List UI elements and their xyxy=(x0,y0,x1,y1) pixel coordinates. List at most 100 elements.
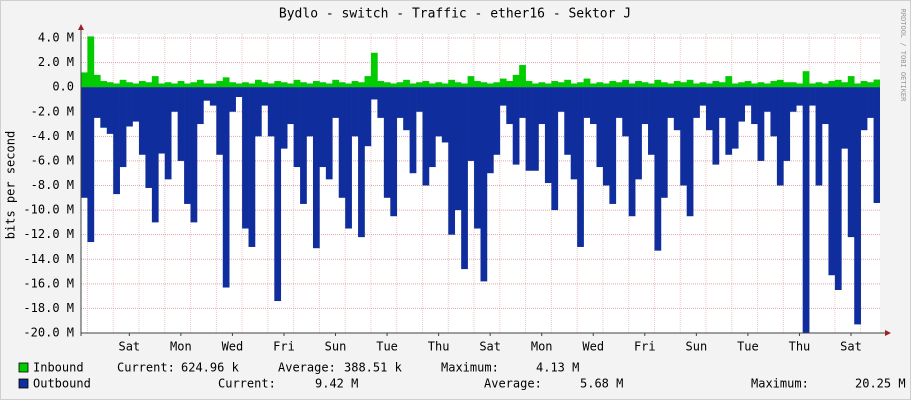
area-step xyxy=(822,87,829,125)
area-step xyxy=(641,87,649,125)
area-step xyxy=(390,87,398,217)
area-step xyxy=(648,87,655,155)
area-step xyxy=(126,87,133,127)
legend-stat-label: Current: xyxy=(117,361,175,375)
area-step xyxy=(770,87,778,137)
area-step xyxy=(635,81,642,88)
area-step xyxy=(622,79,630,88)
area-step xyxy=(744,87,752,106)
area-step xyxy=(712,81,720,88)
area-step xyxy=(138,81,146,88)
x-tick-label: Fri xyxy=(273,340,295,354)
area-step xyxy=(506,81,514,88)
area-step xyxy=(216,81,224,88)
area-step xyxy=(532,83,539,88)
area-step xyxy=(867,82,874,88)
area-step xyxy=(184,83,191,88)
area-step xyxy=(596,82,604,88)
area-step xyxy=(81,87,88,198)
area-step xyxy=(151,87,159,223)
area-step xyxy=(615,82,623,88)
area-step xyxy=(119,79,127,88)
area-step xyxy=(390,83,398,88)
y-tick-label: -12.0 M xyxy=(23,227,74,241)
legend-stat-value: 388.51 k xyxy=(344,361,403,375)
area-step xyxy=(377,87,385,118)
area-step xyxy=(235,83,243,88)
x-arrow xyxy=(885,330,891,336)
area-step xyxy=(867,87,874,118)
area-step xyxy=(280,82,288,88)
x-tick-label: Fri xyxy=(634,340,656,354)
area-step xyxy=(306,83,314,88)
area-step xyxy=(725,76,733,88)
area-step xyxy=(274,81,282,88)
area-step xyxy=(480,82,488,88)
area-step xyxy=(757,87,765,161)
area-step xyxy=(493,82,501,88)
area-step xyxy=(590,87,597,125)
area-step xyxy=(293,79,301,88)
area-step xyxy=(789,82,797,88)
legend-stat-label: Maximum: xyxy=(751,377,809,391)
legend-stat-label: Average: xyxy=(278,361,336,375)
area-step xyxy=(731,83,739,88)
area-step xyxy=(422,81,430,88)
area-step xyxy=(229,87,236,112)
area-step xyxy=(628,83,636,88)
y-tick-label: -14.0 M xyxy=(23,252,74,266)
x-tick-label: Tue xyxy=(376,340,398,354)
area-step xyxy=(158,87,166,154)
area-step xyxy=(557,87,565,112)
area-step xyxy=(300,82,307,88)
area-step xyxy=(448,79,456,88)
area-step xyxy=(596,87,604,168)
area-step xyxy=(171,87,178,112)
area-step xyxy=(203,87,211,101)
area-step xyxy=(499,87,507,106)
area-step xyxy=(312,81,320,88)
area-step xyxy=(113,83,120,88)
area-step xyxy=(480,87,488,282)
area-step xyxy=(261,87,269,106)
area-step xyxy=(332,87,340,118)
area-step xyxy=(609,87,617,204)
area-step xyxy=(551,81,559,88)
area-step xyxy=(751,83,758,88)
area-step xyxy=(416,87,423,112)
area-step xyxy=(403,79,410,88)
legend-stat-label: Current: xyxy=(218,377,276,391)
area-step xyxy=(486,83,494,88)
area-step xyxy=(757,82,765,88)
area-step xyxy=(544,83,552,88)
area-step xyxy=(132,87,140,122)
area-step xyxy=(660,87,668,198)
area-step xyxy=(93,74,101,88)
area-step xyxy=(467,76,475,88)
side-text: RRDTOOL / TOBI OETIKER xyxy=(899,9,907,103)
area-step xyxy=(822,83,829,88)
area-step xyxy=(506,87,514,125)
area-step xyxy=(222,87,230,288)
y-tick-label: -8.0 M xyxy=(31,178,74,192)
area-step xyxy=(789,87,797,112)
x-tick-label: Wed xyxy=(582,340,604,354)
area-step xyxy=(435,82,443,88)
area-step xyxy=(693,83,700,88)
area-step xyxy=(738,82,745,88)
area-step xyxy=(796,87,803,106)
area-step xyxy=(828,81,836,88)
x-tick-label: Tue xyxy=(737,340,759,354)
area-step xyxy=(667,83,675,88)
area-step xyxy=(751,87,758,125)
area-step xyxy=(525,87,533,171)
area-step xyxy=(383,82,391,88)
y-tick-label: -4.0 M xyxy=(31,129,74,143)
area-step xyxy=(177,81,185,88)
area-step xyxy=(512,74,520,88)
area-step xyxy=(648,83,655,88)
area-step xyxy=(854,83,861,88)
y-tick-label: -20.0 M xyxy=(23,326,74,340)
area-step xyxy=(809,87,816,106)
